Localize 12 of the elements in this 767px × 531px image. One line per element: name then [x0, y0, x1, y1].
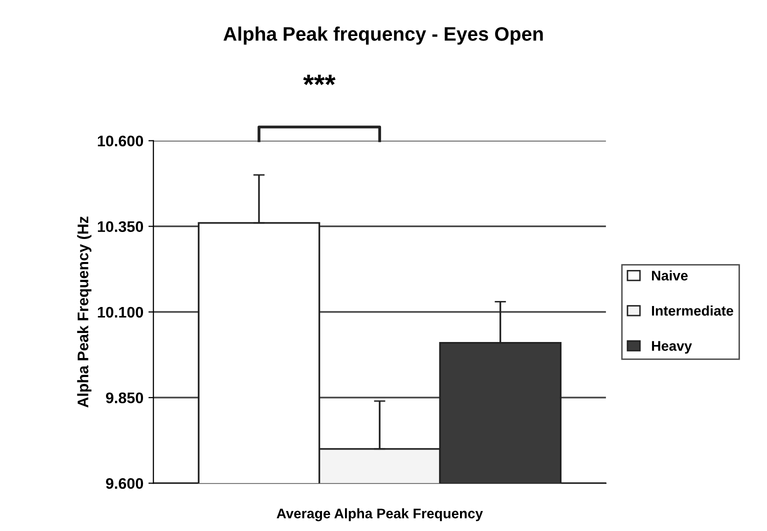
y-tick-label: 10.100	[98, 306, 144, 318]
y-tick-label: 9.600	[106, 478, 144, 489]
y-tick-label: 9.850	[106, 392, 144, 404]
legend-label: Naive	[652, 270, 688, 281]
legend-label: Intermediate	[652, 305, 734, 316]
chart-title: Alpha Peak frequency - Eyes Open	[224, 26, 543, 45]
legend-label: Heavy	[652, 341, 692, 354]
x-tick-label: Average Alpha Peak Frequency	[276, 508, 483, 522]
y-axis-title: Alpha Peak Frequency (Hz	[77, 216, 92, 408]
y-tick-label: 10.350	[98, 221, 144, 232]
y-tick-label: 10.600	[98, 136, 144, 146]
text: ***	[303, 74, 336, 86]
